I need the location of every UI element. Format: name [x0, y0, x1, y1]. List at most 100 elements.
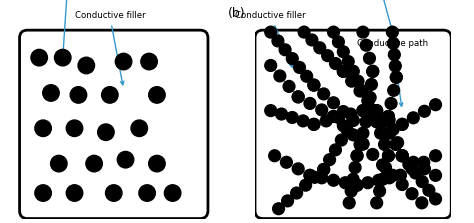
Circle shape [367, 66, 379, 77]
Circle shape [365, 78, 377, 90]
Circle shape [386, 169, 398, 181]
Circle shape [362, 177, 374, 189]
Circle shape [347, 66, 359, 77]
Circle shape [377, 159, 389, 171]
Circle shape [418, 156, 429, 168]
Circle shape [293, 62, 305, 73]
Circle shape [273, 203, 284, 215]
Circle shape [385, 97, 397, 109]
Circle shape [357, 85, 369, 97]
Circle shape [342, 56, 354, 67]
Circle shape [346, 75, 357, 87]
Circle shape [375, 127, 386, 139]
Circle shape [328, 26, 339, 38]
Circle shape [286, 53, 298, 64]
Circle shape [429, 193, 441, 205]
Circle shape [337, 66, 349, 77]
Circle shape [383, 114, 395, 126]
Circle shape [117, 151, 134, 168]
Circle shape [304, 169, 316, 181]
Circle shape [392, 137, 403, 149]
Circle shape [333, 112, 344, 123]
Circle shape [377, 116, 389, 128]
Circle shape [429, 150, 441, 162]
Circle shape [101, 87, 118, 103]
Circle shape [371, 197, 383, 209]
Circle shape [373, 174, 384, 186]
Circle shape [318, 88, 329, 100]
Circle shape [403, 159, 415, 170]
Circle shape [66, 120, 83, 136]
Circle shape [341, 124, 353, 136]
Circle shape [297, 115, 309, 127]
Circle shape [347, 173, 359, 185]
Circle shape [347, 66, 359, 77]
Circle shape [35, 185, 51, 201]
Circle shape [275, 108, 287, 120]
Circle shape [308, 118, 320, 130]
Circle shape [390, 138, 401, 150]
Circle shape [362, 95, 374, 107]
Circle shape [51, 155, 67, 172]
Circle shape [304, 169, 316, 181]
Circle shape [396, 118, 408, 130]
Text: Conductive path: Conductive path [357, 39, 428, 106]
Circle shape [343, 197, 355, 209]
Circle shape [357, 26, 369, 38]
Circle shape [387, 37, 399, 49]
Circle shape [283, 81, 295, 92]
Circle shape [115, 53, 132, 70]
Circle shape [164, 185, 181, 201]
Circle shape [328, 174, 339, 186]
FancyBboxPatch shape [255, 30, 451, 219]
Circle shape [139, 185, 155, 201]
Circle shape [370, 109, 382, 121]
Circle shape [352, 75, 364, 87]
Circle shape [371, 105, 383, 116]
Circle shape [282, 195, 293, 207]
Circle shape [380, 162, 392, 173]
Circle shape [70, 87, 87, 103]
Circle shape [324, 154, 336, 165]
FancyBboxPatch shape [19, 30, 208, 219]
Circle shape [367, 149, 379, 160]
Circle shape [357, 138, 369, 150]
Circle shape [429, 169, 441, 181]
Circle shape [429, 99, 441, 111]
Circle shape [336, 134, 347, 146]
Circle shape [408, 112, 419, 124]
Circle shape [329, 58, 341, 69]
Circle shape [314, 42, 326, 54]
Circle shape [406, 188, 418, 200]
Circle shape [363, 105, 375, 116]
Circle shape [406, 163, 418, 175]
Circle shape [316, 172, 328, 184]
Circle shape [66, 185, 83, 201]
Circle shape [387, 124, 399, 135]
Circle shape [394, 169, 406, 181]
Circle shape [328, 111, 339, 122]
Circle shape [339, 177, 351, 189]
Circle shape [318, 164, 329, 175]
Text: (b): (b) [228, 7, 246, 20]
Circle shape [149, 155, 165, 172]
Circle shape [309, 171, 320, 183]
Circle shape [308, 79, 320, 91]
Circle shape [328, 111, 339, 122]
Circle shape [367, 105, 379, 116]
Circle shape [301, 70, 312, 82]
Text: Conductive filler: Conductive filler [236, 11, 306, 67]
Circle shape [363, 95, 374, 107]
Circle shape [322, 50, 334, 62]
Circle shape [306, 34, 318, 46]
Circle shape [383, 150, 394, 162]
Circle shape [265, 105, 277, 116]
Circle shape [141, 53, 157, 70]
Circle shape [328, 97, 339, 109]
Circle shape [131, 120, 147, 136]
Circle shape [371, 105, 383, 116]
Circle shape [300, 179, 311, 191]
Circle shape [347, 129, 359, 141]
Circle shape [265, 26, 277, 38]
Circle shape [272, 35, 284, 47]
